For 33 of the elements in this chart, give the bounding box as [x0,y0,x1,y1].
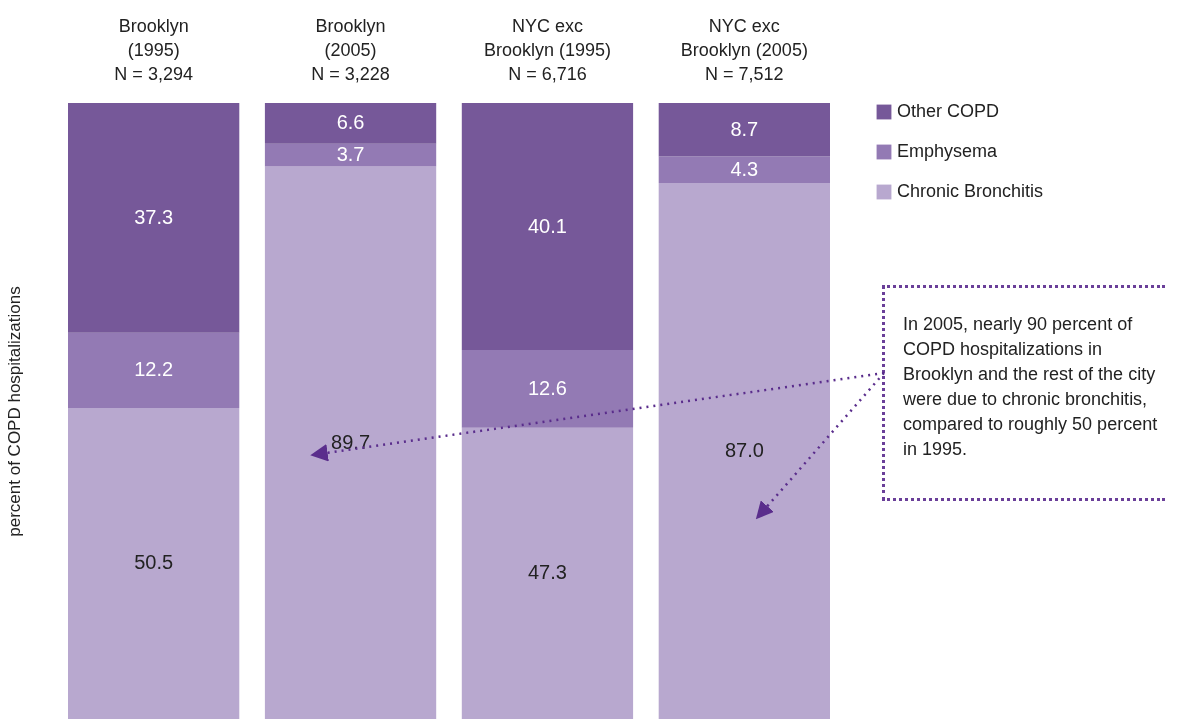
bar [461,103,634,351]
bar [68,103,240,333]
bar [658,183,830,719]
data-label: 87.0 [724,439,764,462]
x-tick-label: NYC exc Brooklyn (1995) N = 6,716 [483,15,611,84]
data-label: 50.5 [134,551,174,574]
x-tick-label: Brooklyn (2005) N = 3,228 [311,15,390,84]
data-label: 40.1 [527,214,567,237]
bar [68,332,240,408]
bar [264,166,437,719]
bar [264,143,437,167]
data-label: 8.7 [730,117,759,140]
data-label: 6.6 [336,111,365,134]
x-tick-label: NYC exc Brooklyn (2005) N = 7,512 [680,15,808,84]
legend-label: Emphysema [897,141,999,161]
data-label: 12.6 [527,376,567,399]
data-label: 3.7 [336,143,365,166]
data-label: 4.3 [730,157,759,180]
text: In 2005, nearly 90 percent of COPD hospitalizations in Brooklyn and the rest of the city were due to chronic bronchitis, compared to roughly 50 percent in 1995. [882,285,1165,501]
bar [461,427,634,719]
x-tick-label: Brooklyn (1995) N = 3,294 [114,15,193,84]
bar [264,103,437,144]
bar [68,407,240,719]
data-label: 89.7 [331,430,371,453]
bar [658,103,830,157]
bar [461,350,634,428]
data-label: 37.3 [134,205,174,228]
bar [658,156,830,184]
data-label: 12.2 [134,358,174,381]
y-axis-title: percent of COPD hospitalizations [4,286,24,537]
legend-label: Other COPD [897,101,1000,121]
data-label: 47.3 [527,561,567,584]
legend-label: Chronic Bronchitis [897,181,1044,201]
